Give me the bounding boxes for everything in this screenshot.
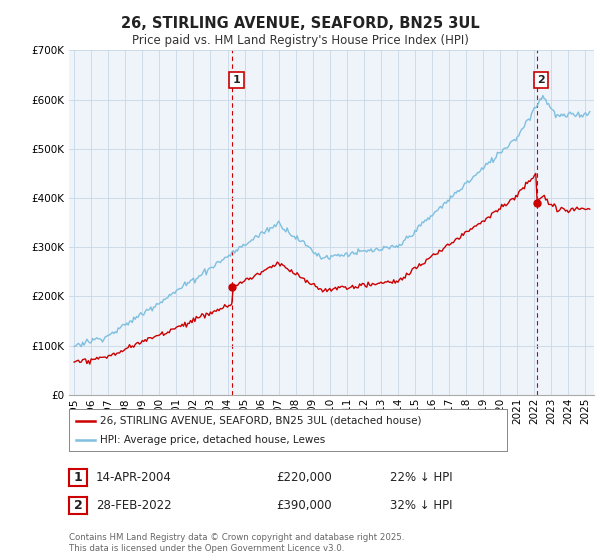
Text: 14-APR-2004: 14-APR-2004 bbox=[96, 470, 172, 484]
Text: 26, STIRLING AVENUE, SEAFORD, BN25 3UL: 26, STIRLING AVENUE, SEAFORD, BN25 3UL bbox=[121, 16, 479, 31]
Text: 22% ↓ HPI: 22% ↓ HPI bbox=[390, 470, 452, 484]
Text: £390,000: £390,000 bbox=[276, 498, 332, 512]
Text: £220,000: £220,000 bbox=[276, 470, 332, 484]
Text: 26, STIRLING AVENUE, SEAFORD, BN25 3UL (detached house): 26, STIRLING AVENUE, SEAFORD, BN25 3UL (… bbox=[100, 416, 421, 426]
Text: HPI: Average price, detached house, Lewes: HPI: Average price, detached house, Lewe… bbox=[100, 435, 325, 445]
Text: 1: 1 bbox=[232, 75, 240, 85]
Text: 2: 2 bbox=[74, 498, 82, 512]
Text: Price paid vs. HM Land Registry's House Price Index (HPI): Price paid vs. HM Land Registry's House … bbox=[131, 34, 469, 46]
Text: 28-FEB-2022: 28-FEB-2022 bbox=[96, 498, 172, 512]
Text: 32% ↓ HPI: 32% ↓ HPI bbox=[390, 498, 452, 512]
Text: 1: 1 bbox=[74, 470, 82, 484]
Text: Contains HM Land Registry data © Crown copyright and database right 2025.
This d: Contains HM Land Registry data © Crown c… bbox=[69, 533, 404, 553]
Text: 2: 2 bbox=[537, 75, 545, 85]
